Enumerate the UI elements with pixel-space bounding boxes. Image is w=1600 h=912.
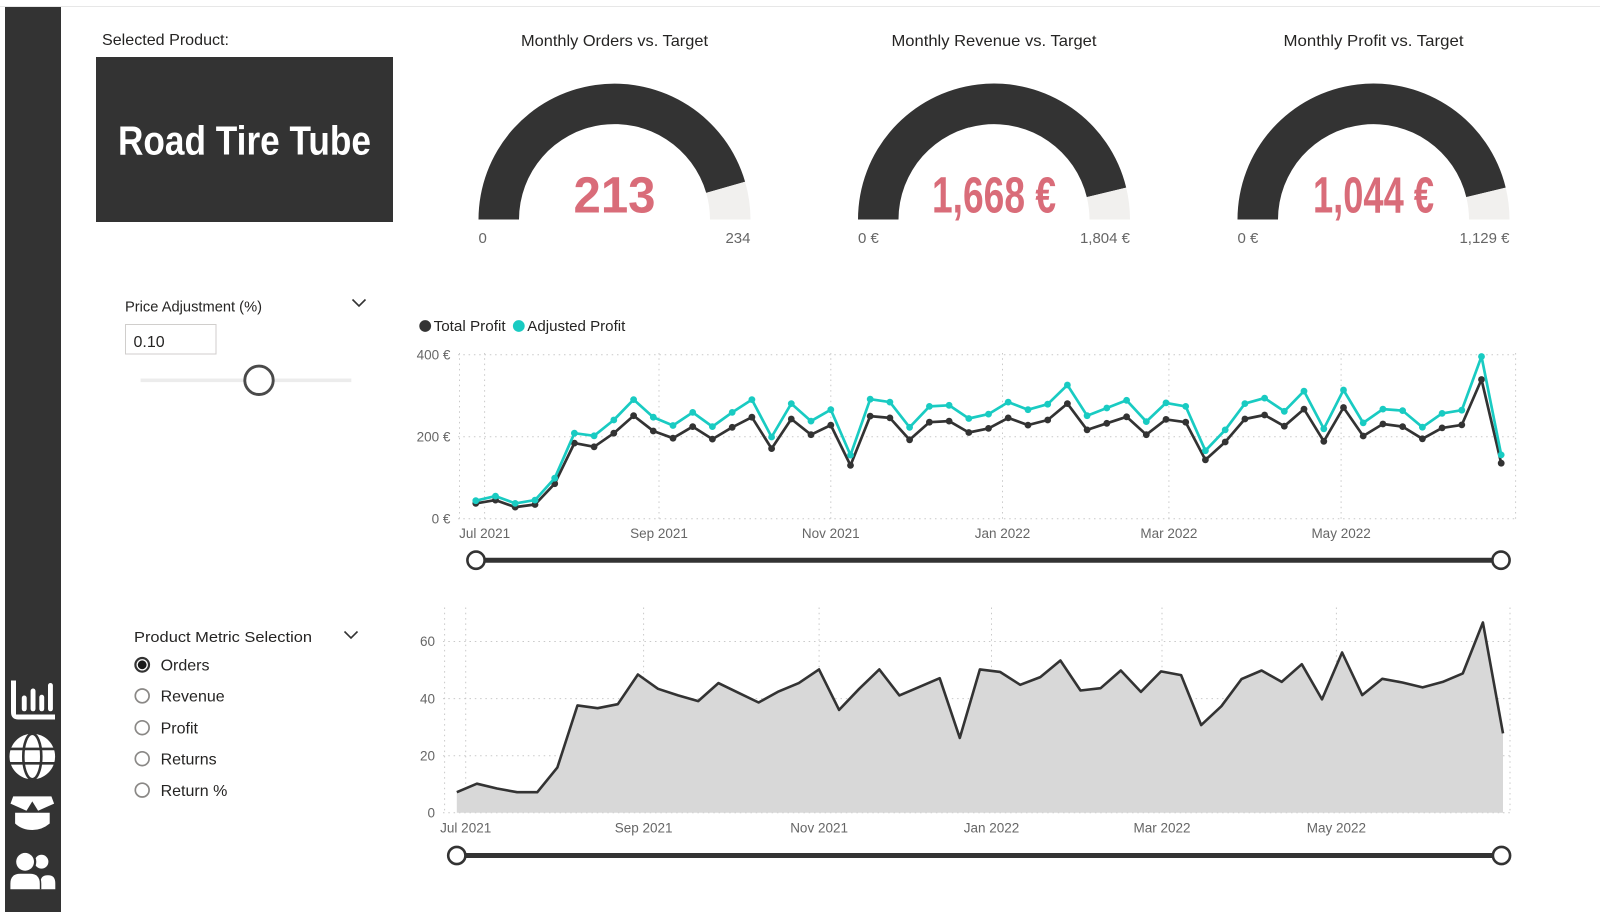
svg-text:Returns: Returns [161, 751, 217, 768]
svg-text:Sep 2021: Sep 2021 [630, 526, 688, 541]
svg-text:40: 40 [420, 691, 435, 706]
svg-text:0: 0 [479, 230, 487, 247]
svg-text:Jul 2021: Jul 2021 [440, 821, 491, 836]
svg-text:60: 60 [420, 634, 435, 649]
svg-text:1,668 €: 1,668 € [932, 167, 1056, 224]
svg-text:Revenue: Revenue [161, 689, 225, 706]
svg-text:Nov 2021: Nov 2021 [790, 821, 848, 836]
svg-text:Monthly Orders vs. Target: Monthly Orders vs. Target [521, 33, 709, 50]
svg-text:0: 0 [427, 806, 435, 821]
svg-text:213: 213 [574, 167, 656, 224]
svg-text:Jan 2022: Jan 2022 [964, 821, 1020, 836]
svg-text:0.10: 0.10 [134, 334, 165, 351]
svg-text:Road Tire Tube: Road Tire Tube [118, 118, 371, 164]
svg-text:200 €: 200 € [417, 429, 451, 444]
svg-text:Orders: Orders [161, 658, 210, 675]
svg-text:Product Metric Selection: Product Metric Selection [134, 629, 312, 646]
svg-text:Total Profit: Total Profit [434, 318, 507, 335]
svg-text:1,044 €: 1,044 € [1313, 167, 1434, 224]
svg-text:400 €: 400 € [417, 347, 451, 362]
svg-text:Monthly Profit vs. Target: Monthly Profit vs. Target [1284, 33, 1465, 50]
svg-text:0 €: 0 € [432, 511, 451, 526]
svg-text:Nov 2021: Nov 2021 [802, 526, 860, 541]
svg-text:Jul 2021: Jul 2021 [459, 526, 510, 541]
svg-text:234: 234 [725, 230, 750, 247]
svg-text:Monthly Revenue vs. Target: Monthly Revenue vs. Target [892, 33, 1098, 50]
svg-text:Jan 2022: Jan 2022 [975, 526, 1031, 541]
svg-text:Adjusted Profit: Adjusted Profit [527, 318, 626, 335]
svg-text:1,804 €: 1,804 € [1080, 230, 1131, 247]
svg-text:20: 20 [420, 748, 435, 763]
svg-text:May 2022: May 2022 [1307, 821, 1366, 836]
svg-text:Profit: Profit [161, 720, 199, 737]
svg-text:Selected Product:: Selected Product: [102, 32, 229, 49]
svg-text:Return %: Return % [161, 783, 228, 800]
svg-text:1,129 €: 1,129 € [1459, 230, 1510, 247]
svg-text:Sep 2021: Sep 2021 [615, 821, 673, 836]
svg-text:Mar 2022: Mar 2022 [1140, 526, 1197, 541]
svg-text:May 2022: May 2022 [1311, 526, 1370, 541]
svg-text:Price Adjustment (%): Price Adjustment (%) [125, 299, 262, 316]
svg-text:0 €: 0 € [1238, 230, 1260, 247]
svg-text:Mar 2022: Mar 2022 [1133, 821, 1190, 836]
svg-text:0 €: 0 € [858, 230, 880, 247]
